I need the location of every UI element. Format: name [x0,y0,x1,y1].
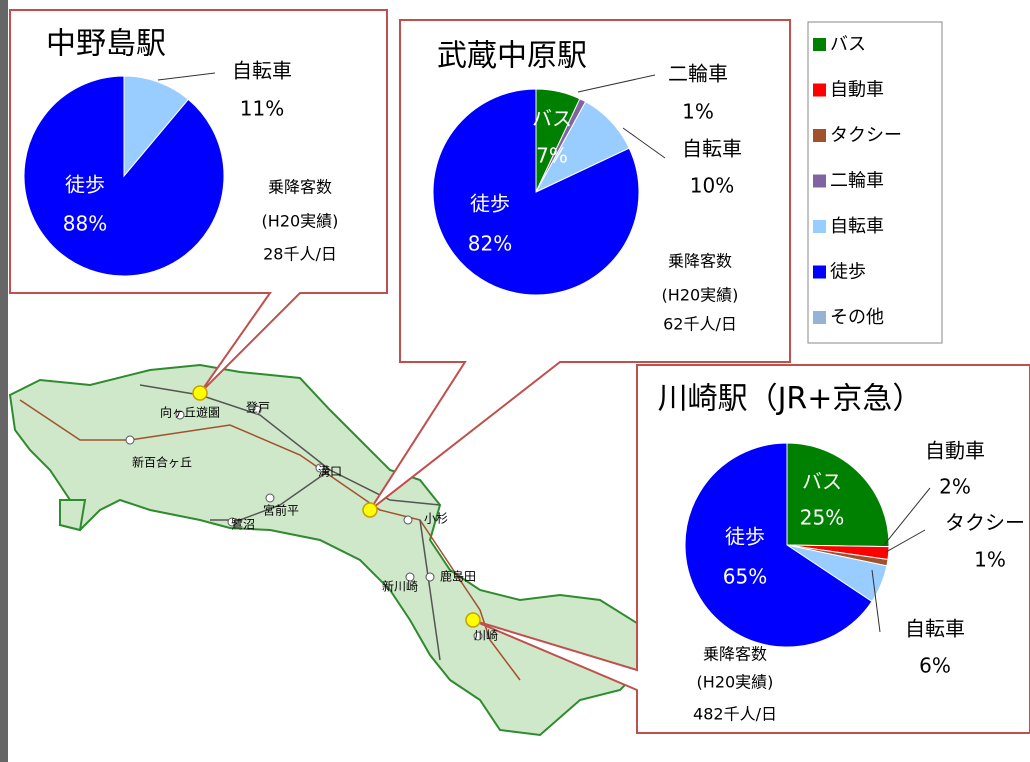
annotation: 乗降客数 [668,252,732,271]
slice-value: 6% [919,654,951,678]
annotation: 62千人/日 [663,315,737,334]
station-label: 鹿島田 [440,569,476,584]
legend-swatch [813,129,826,142]
legend-label: 二輪車 [830,171,884,192]
annotation: 乗降客数 [268,178,332,197]
station-dot [403,515,413,525]
pie-slice [432,88,640,296]
leader-line [622,127,666,159]
chart-title: 武蔵中原駅 [437,39,587,74]
slice-value: 88% [63,212,107,236]
chart-title: 川崎駅（JR+京急） [658,382,923,417]
slice-name: 徒歩 [65,173,105,197]
slice-value: 11% [240,97,284,121]
station-label: 川崎 [474,629,498,643]
slice-value: 10% [690,174,734,198]
slice-name: バス [802,470,842,494]
station-label: 小杉 [424,512,448,526]
leader-line [577,74,656,93]
leader-line [883,487,931,546]
legend-label: その他 [830,307,884,328]
legend-swatch [813,265,826,279]
legend-label: 自転車 [830,216,884,237]
slice-name: 自転車 [682,137,742,161]
station-dot [405,572,415,582]
pie-slice [23,75,225,277]
slice-name: バス [532,107,572,131]
slice-value: 1% [682,100,714,124]
station-label: 鷺沼 [231,517,255,532]
station-dot [227,517,237,527]
annotation: 28千人/日 [263,245,337,264]
slice-name: 自転車 [232,59,292,83]
chart-title: 中野島駅 [46,27,166,62]
legend-swatch [813,174,826,188]
slice-name: タクシー [945,511,1025,535]
slice-name: 徒歩 [470,192,510,216]
legend-box [807,21,943,344]
legend-label: 自動車 [830,80,884,101]
leader-line [871,569,881,633]
slice-name: 二輪車 [668,62,728,86]
annotation: 482千人/日 [693,705,777,724]
legend-swatch [813,38,826,51]
station-dot [175,410,185,420]
leader-line [157,72,216,81]
station-dot [425,572,435,582]
station-dot [252,405,262,415]
slice-value: 82% [468,232,512,256]
pie-slice [123,75,189,178]
station-label: 宮前平 [263,503,299,518]
station-label: 溝口 [318,465,342,479]
slice-name: 徒歩 [725,525,765,549]
station-label: 新川崎 [382,579,418,594]
station-marker [362,502,378,518]
slice-value: 2% [939,475,971,499]
station-label: 登戸 [246,400,270,415]
slice-value: 1% [974,548,1006,572]
pie-slice [684,442,873,648]
legend-label: バス [830,34,866,55]
leader-line [885,529,926,553]
station-dot [473,631,483,641]
legend-swatch [813,311,826,324]
legend-swatch [813,220,826,233]
pie-slice [786,442,890,548]
annotation: (H20実績) [662,286,739,305]
map [8,363,652,737]
station-label: 向ヶ丘遊園 [160,405,220,420]
station-marker [192,385,208,401]
side-bar [0,0,8,762]
slice-value: 65% [723,565,767,589]
slice-name: 自動車 [925,439,985,463]
annotation: (H20実績) [697,673,774,692]
annotation: (H20実績) [262,212,339,231]
legend-label: タクシー [830,125,902,146]
station-dot [125,435,135,445]
legend-swatch [813,83,826,97]
slice-value: 25% [800,506,844,530]
station-marker [465,612,481,628]
station-label: 新百合ヶ丘 [132,455,192,470]
station-dot [315,463,325,473]
station-dot [265,493,275,503]
annotation: 乗降客数 [703,645,767,664]
slice-name: 自転車 [905,617,965,641]
legend-label: 徒歩 [830,262,866,283]
slice-value: 7% [536,144,568,168]
